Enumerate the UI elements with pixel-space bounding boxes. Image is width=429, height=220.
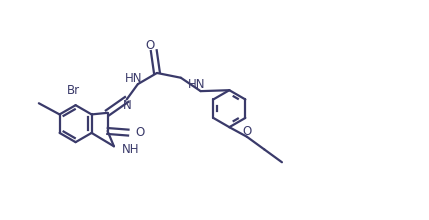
Text: NH: NH	[122, 143, 139, 156]
Text: HN: HN	[124, 72, 142, 85]
Text: HN: HN	[188, 78, 206, 91]
Text: O: O	[242, 125, 251, 138]
Text: N: N	[123, 99, 132, 112]
Text: Br: Br	[67, 84, 80, 97]
Text: O: O	[145, 39, 155, 52]
Text: O: O	[135, 126, 144, 139]
